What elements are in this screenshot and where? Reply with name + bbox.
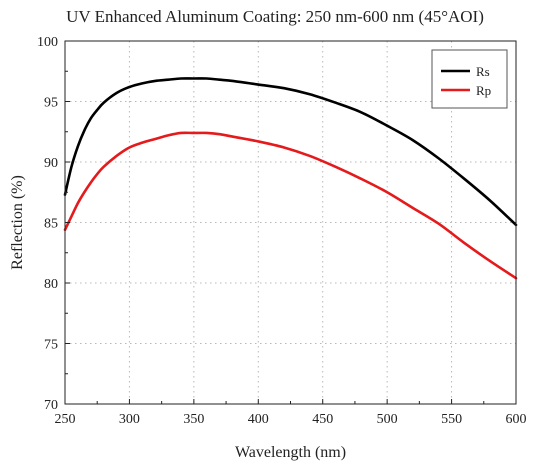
x-tick-label: 600 [506, 412, 527, 427]
legend-label-rs: Rs [476, 64, 490, 79]
x-tick-label: 250 [55, 412, 76, 427]
grid [65, 41, 516, 404]
x-tick-label: 400 [248, 412, 269, 427]
y-tick-label: 80 [44, 277, 58, 292]
x-tick-label: 550 [441, 412, 462, 427]
series-line-rp [63, 131, 518, 280]
chart-title: UV Enhanced Aluminum Coating: 250 nm-600… [66, 7, 484, 26]
series-group [63, 77, 518, 280]
y-tick-label: 100 [37, 35, 58, 50]
y-tick-label: 85 [44, 217, 58, 232]
y-tick-label: 75 [44, 338, 58, 353]
y-tick-labels: 70 75 80 85 90 95 100 [37, 35, 58, 413]
x-tick-label: 350 [183, 412, 204, 427]
legend-box [431, 49, 508, 109]
series-line-rs [63, 77, 518, 227]
axis-ticks [64, 40, 517, 405]
y-tick-label: 70 [44, 398, 58, 413]
legend: Rs Rp [431, 49, 508, 109]
x-tick-label: 450 [312, 412, 333, 427]
x-tick-label: 500 [377, 412, 398, 427]
x-axis-label: Wavelength (nm) [235, 444, 346, 461]
legend-label-rp: Rp [476, 83, 491, 98]
y-tick-label: 95 [44, 96, 58, 111]
x-tick-label: 300 [119, 412, 140, 427]
y-axis-label: Reflection (%) [9, 175, 26, 270]
x-tick-labels: 250 300 350 400 450 500 550 600 [55, 412, 527, 427]
y-tick-label: 90 [44, 156, 58, 171]
